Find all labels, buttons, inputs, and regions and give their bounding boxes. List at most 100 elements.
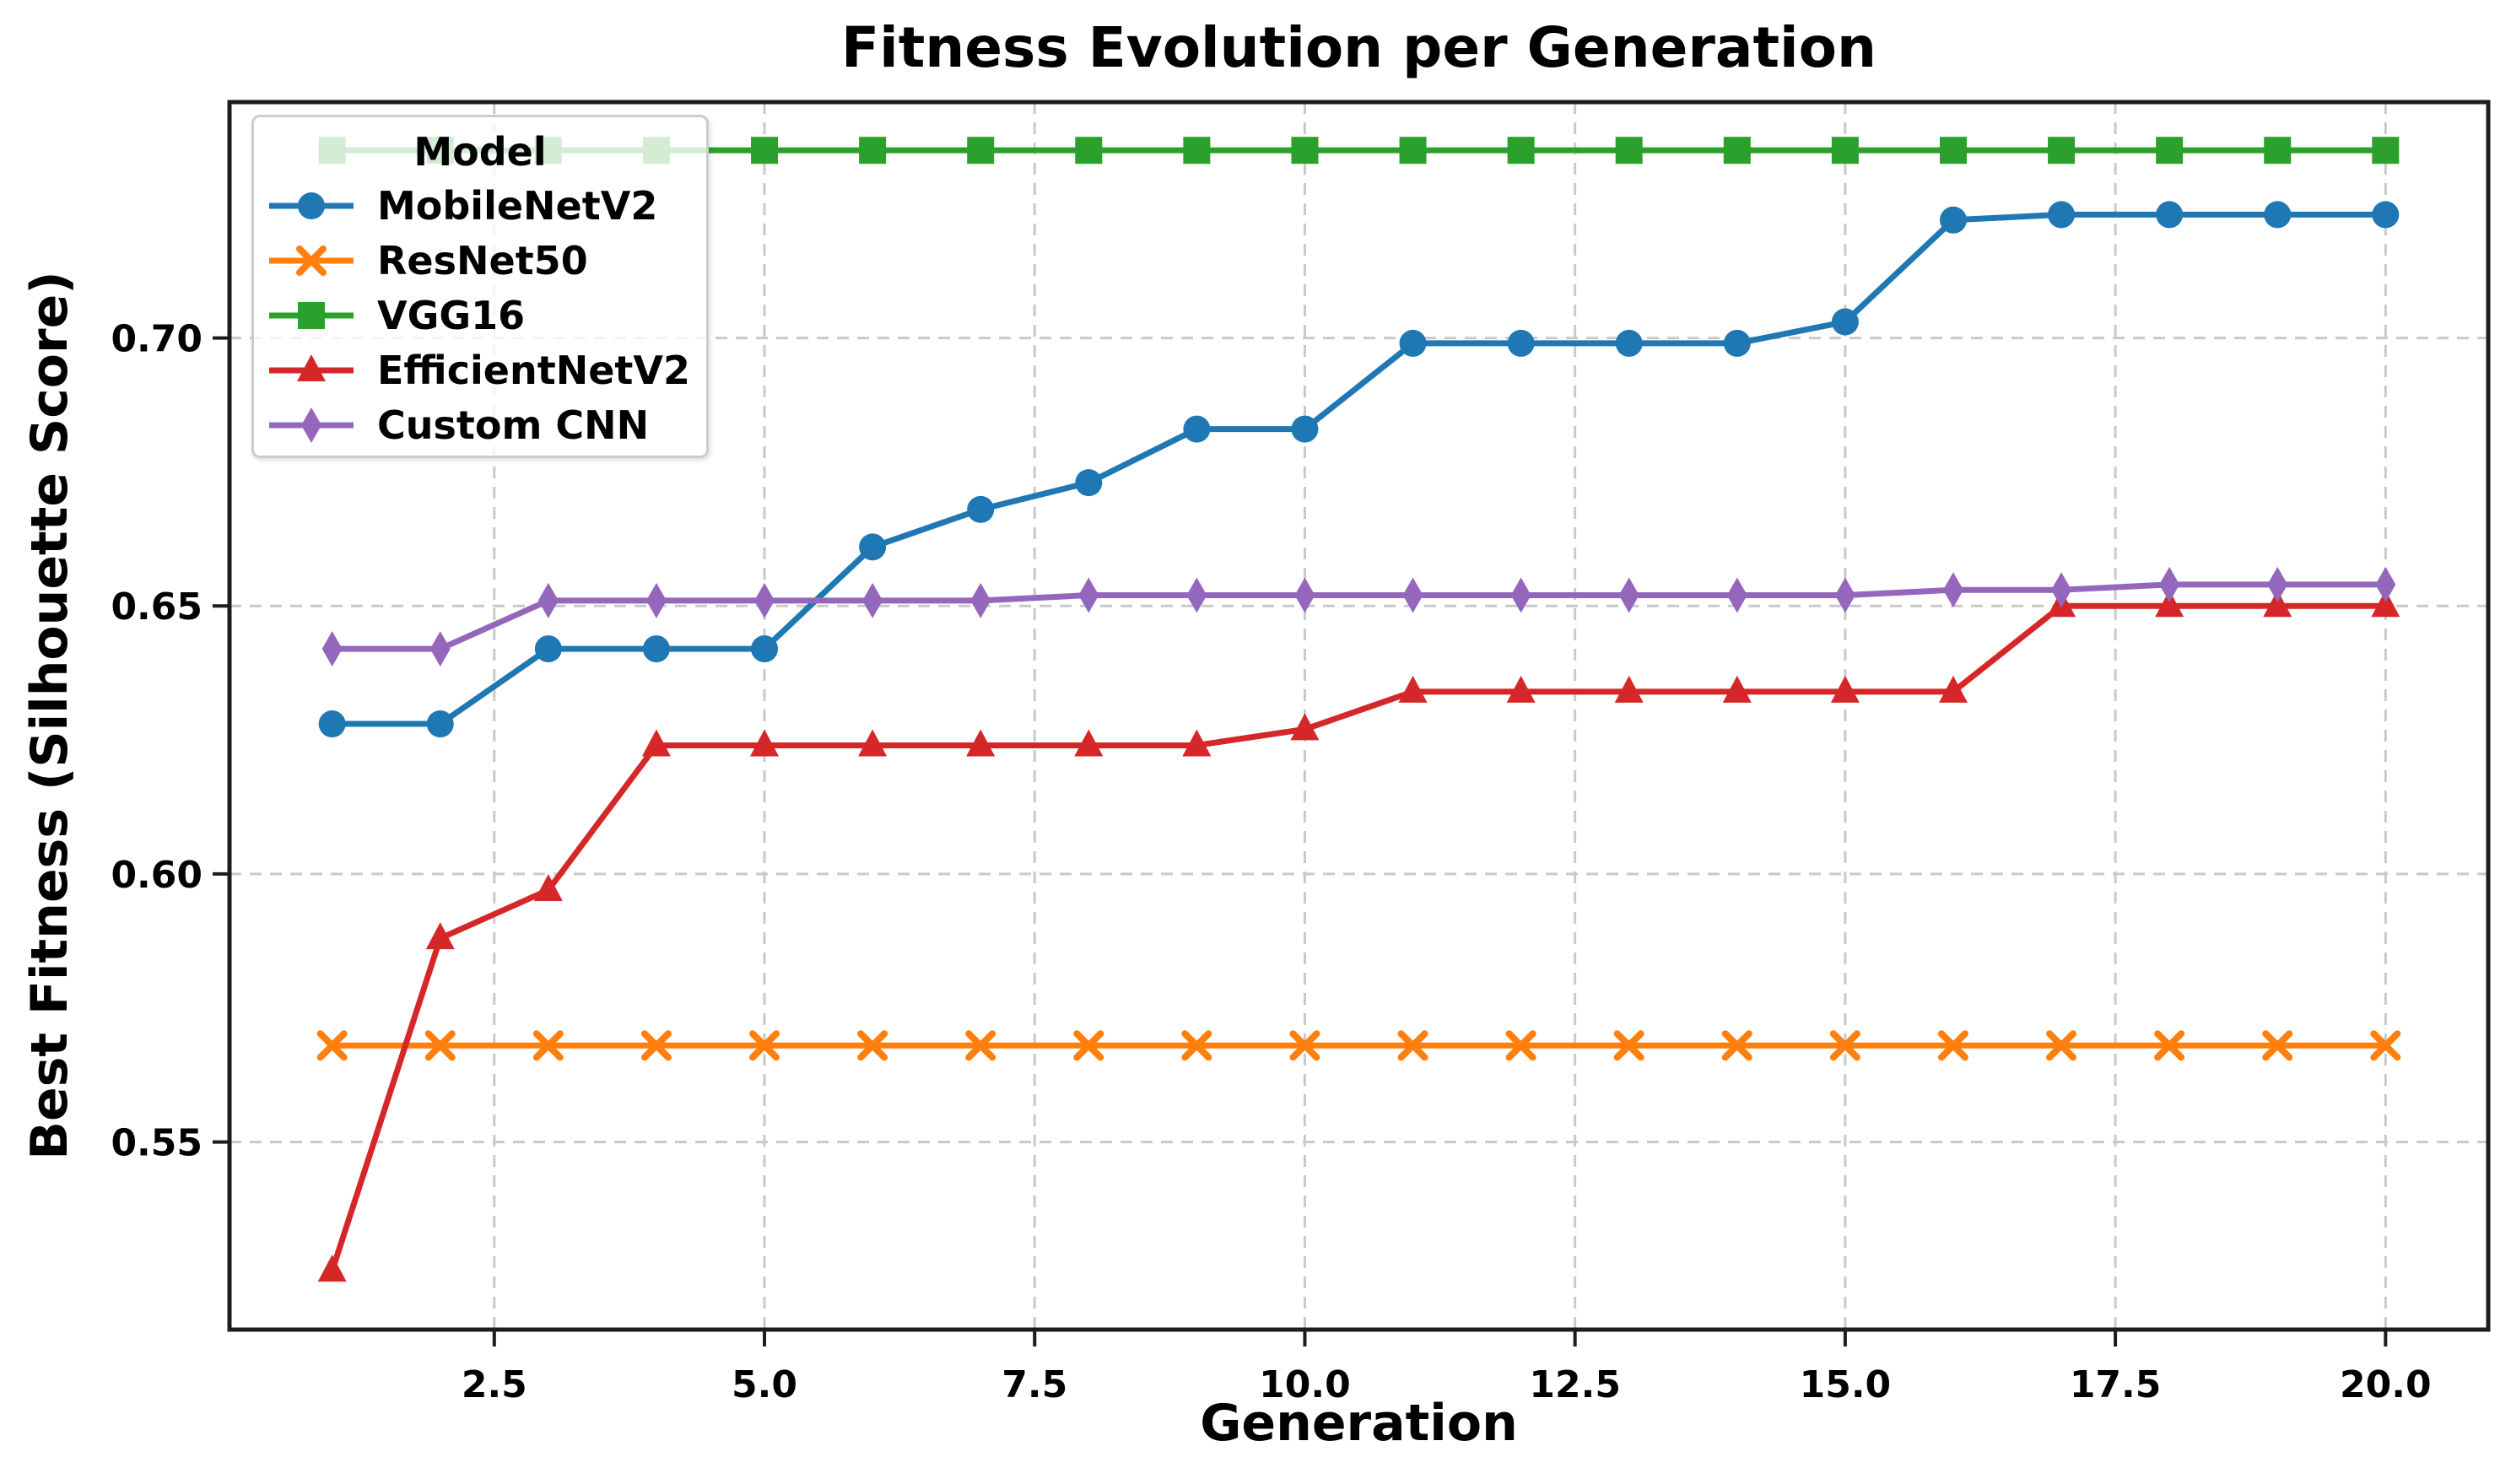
tick-marks [213,336,2388,1346]
x-marker [1829,1030,1860,1061]
x-marker [316,1030,348,1061]
legend-item-vgg16: VGG16 [254,288,706,343]
x-tick-label: 2.5 [462,1363,527,1406]
series-line [329,581,2389,652]
square-marker [2048,137,2076,165]
triangle-marker [1506,675,1536,703]
square-marker [859,137,887,165]
triangle-marker [1290,713,1320,741]
square-marker [2264,137,2292,165]
triangle-marker [1074,729,1104,757]
x-tick-label: 12.5 [1529,1363,1621,1406]
diamond-marker [1510,577,1531,613]
legend-label: ResNet50 [377,237,588,283]
circle-marker [1399,329,1427,357]
x-marker [2154,1030,2185,1061]
diamond-marker [321,631,343,667]
circle-marker [1183,415,1211,443]
circle-marker [967,495,995,523]
x-marker [1613,1030,1644,1061]
x-marker [749,1030,780,1061]
triangle-marker [533,873,563,901]
x-axis-label: Generation [1200,1394,1518,1453]
diamond-marker [1618,577,1639,613]
legend-label: EfficientNetV2 [377,347,690,393]
triangle-marker [317,1255,347,1282]
x-tick-label: 15.0 [1800,1363,1892,1406]
square-marker [2156,137,2184,165]
diamond-marker [1942,572,1963,608]
x-tick-label: 10.0 [1259,1363,1351,1406]
x-swatch-icon [269,245,354,276]
square-marker [1399,137,1427,165]
x-marker [532,1030,564,1061]
x-marker [424,1030,456,1061]
y-tick-label: 0.70 [111,318,202,361]
legend-label: VGG16 [377,292,526,338]
square-marker [1723,137,1751,165]
diamond-marker [754,582,775,618]
triangle-marker [1182,729,1212,757]
series-line [329,602,2389,1274]
circle-marker [426,710,454,738]
triangle-marker [966,729,996,757]
x-marker [2046,1030,2077,1061]
circle-marker [2264,201,2292,229]
triangle-marker [297,353,326,381]
x-tick-label: 20.0 [2340,1363,2432,1406]
diamond-marker [645,582,667,618]
diamond-marker [2375,566,2396,602]
gridlines [230,102,2488,1330]
circle-marker [318,710,346,738]
square-marker [967,137,995,165]
circle-marker [1615,329,1643,357]
plot-border [227,100,2491,1332]
series-line [329,211,2389,727]
circle-marker [298,192,325,219]
square-marker [1507,137,1535,165]
diamond-marker [301,407,321,443]
legend-item-mobilenetv2: MobileNetV2 [254,178,706,233]
x-marker [2370,1030,2401,1061]
chart-title: Fitness Evolution per Generation [841,15,1876,80]
triangle-marker [2263,590,2292,618]
x-marker [857,1030,888,1061]
legend-label: MobileNetV2 [377,182,658,229]
thin-diamond-swatch-icon [269,407,354,443]
triangle-marker [641,729,671,757]
triangle-marker [1830,675,1860,703]
triangle-marker [2371,590,2400,618]
circle-marker [1831,308,1859,336]
circle-marker [1075,469,1103,497]
diamond-marker [970,582,991,618]
circle-marker [2156,201,2184,229]
circle-marker [642,635,670,663]
diamond-marker [1726,577,1747,613]
legend-item-resnet50: ResNet50 [254,233,706,288]
triangle-marker [2155,590,2184,618]
diamond-marker [1294,577,1315,613]
y-tick-label: 0.60 [111,854,202,897]
triangle-marker [750,729,780,757]
x-marker [1073,1030,1104,1061]
diamond-marker [862,582,883,618]
circle-marker [1939,206,1967,234]
diamond-marker [2267,566,2288,602]
triangle-marker [858,729,888,757]
x-marker [1289,1030,1320,1061]
y-tick-label: 0.55 [111,1122,202,1165]
square-marker [1183,137,1211,165]
circle-marker [534,635,562,663]
x-marker [1505,1030,1536,1061]
diamond-marker [2051,572,2072,608]
square-marker [751,137,779,165]
y-axis-label: Best Fitness (Silhouette Score) [20,271,79,1160]
diamond-marker [1186,577,1207,613]
x-tick-label: 5.0 [732,1363,797,1406]
square-marker [1075,137,1103,165]
triangle-marker [1938,675,1968,703]
triangle-swatch-icon [269,353,354,381]
diamond-marker [1402,577,1423,613]
triangle-marker [1722,675,1752,703]
